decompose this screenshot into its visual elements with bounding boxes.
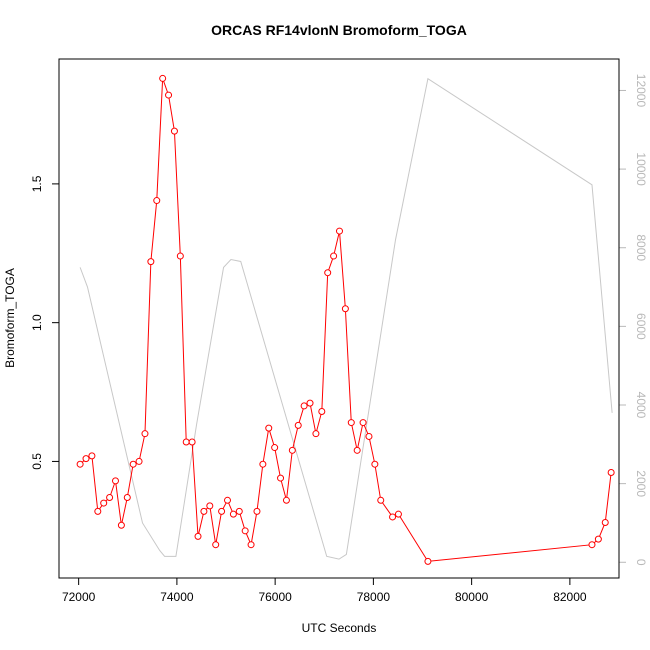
data-point [277,474,285,482]
data-point [88,452,96,460]
data-point [117,521,125,529]
data-point [594,535,602,543]
data-point [223,496,231,504]
data-point [229,510,237,518]
data-point [271,444,279,452]
data-point [371,460,379,468]
y2-tick-label: 6000 [634,313,648,340]
x-tick-label: 82000 [553,590,587,604]
data-point [365,432,373,440]
y2-tick-label: 2000 [634,470,648,497]
x-tick-label: 74000 [160,590,194,604]
data-point [601,518,609,526]
data-point [76,460,84,468]
data-point [141,430,149,438]
chart-title: ORCAS RF14vlonN Bromoform_TOGA [211,22,467,38]
data-point [265,424,273,432]
y-tick-label: 0.5 [30,453,44,470]
data-point [206,502,214,510]
data-point [111,477,119,485]
y-tick-label: 1.5 [30,175,44,192]
data-point [359,419,367,427]
data-point [135,457,143,465]
data-point [341,305,349,313]
plot-area: 72000 74000 76000 78000 80000 82000 0.5 1.0 1.5 0… [30,74,648,604]
x-tick-label: 78000 [357,590,391,604]
data-point [300,402,308,410]
data-point [106,494,114,502]
x-tick-label: 80000 [455,590,489,604]
data-point [259,460,267,468]
plot-frame [58,58,620,579]
data-point [607,469,615,477]
x-axis-label: UTC Seconds [302,621,377,635]
y2-tick-label: 8000 [634,234,648,261]
y2-tick-label: 10000 [634,152,648,186]
data-point [306,399,314,407]
y2-tick-label: 12000 [634,74,648,108]
data-point [353,446,361,454]
y-axis-label: Bromoform_TOGA [3,268,17,368]
data-point [288,446,296,454]
data-point [218,507,226,515]
data-point [394,510,402,518]
data-point [294,421,302,429]
data-point [247,541,255,549]
data-point [153,197,161,205]
data-point [330,252,338,260]
data-point [170,127,178,135]
y2-tick-label: 4000 [634,392,648,419]
y2-tick-label: 0 [634,559,648,566]
y-tick-label: 1.0 [30,314,44,331]
data-point [159,74,167,82]
data-point [129,460,137,468]
secondary-series-line [79,77,613,560]
data-point [253,507,261,515]
data-point [324,269,332,277]
data-point [82,455,90,463]
data-point [123,494,131,502]
x-tick-label: 76000 [258,590,292,604]
data-point [235,507,243,515]
data-point [94,507,102,515]
data-point [335,227,343,235]
data-point [176,252,184,260]
data-point [147,258,155,266]
data-point [212,541,220,549]
data-point [200,507,208,515]
data-point [347,419,355,427]
data-point [282,496,290,504]
data-point [318,407,326,415]
data-point [194,532,202,540]
data-point [312,430,320,438]
data-point [241,527,249,535]
x-tick-label: 72000 [62,590,96,604]
data-point [588,541,596,549]
data-point [100,499,108,507]
data-point [165,91,173,99]
data-point [424,557,432,565]
data-point [389,513,397,521]
data-point [182,438,190,446]
data-point [377,496,385,504]
data-point [188,438,196,446]
